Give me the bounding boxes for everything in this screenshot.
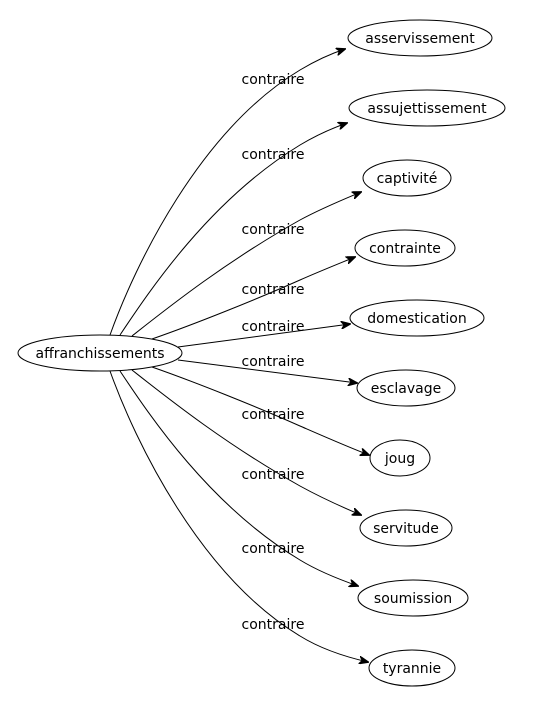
node-label: soumission — [374, 591, 452, 607]
edge-asservissement: contraire — [110, 49, 345, 335]
target-node-tyrannie: tyrannie — [369, 650, 455, 686]
node-label: contrainte — [369, 241, 441, 257]
target-node-captivite: captivité — [363, 160, 451, 196]
edge-esclavage: contraire — [178, 354, 357, 383]
node-label: joug — [384, 451, 415, 467]
target-node-joug: joug — [370, 440, 430, 476]
edge-tyrannie: contraire — [110, 371, 368, 662]
edge-captivite: contraire — [132, 192, 361, 336]
edge-label: contraire — [242, 319, 305, 335]
source-node-affranchissements: affranchissements — [18, 335, 182, 371]
target-node-esclavage: esclavage — [357, 370, 455, 406]
edge-label: contraire — [242, 541, 305, 557]
node-label: captivité — [377, 171, 438, 187]
target-node-soumission: soumission — [358, 580, 468, 616]
node-label: tyrannie — [383, 661, 441, 677]
edge-domestication: contraire — [178, 319, 350, 347]
target-node-domestication: domestication — [350, 300, 484, 336]
edge-label: contraire — [242, 222, 305, 238]
edge-assujettissement: contraire — [120, 123, 347, 335]
node-label: assujettissement — [367, 101, 487, 117]
target-node-servitude: servitude — [360, 510, 452, 546]
node-label: domestication — [367, 311, 466, 327]
node-label: esclavage — [371, 381, 441, 397]
edge-label: contraire — [242, 147, 305, 163]
edge-label: contraire — [242, 407, 305, 423]
edge-label: contraire — [242, 72, 305, 88]
semantic-graph: contraire contraire contraire contraire cont… — [0, 0, 537, 707]
node-label: servitude — [373, 521, 439, 537]
target-node-assujettissement: assujettissement — [349, 90, 505, 126]
edge-label: contraire — [242, 282, 305, 298]
target-node-contrainte: contrainte — [355, 230, 455, 266]
edge-servitude: contraire — [132, 370, 361, 515]
edge-label: contraire — [242, 467, 305, 483]
edge-soumission: contraire — [120, 371, 358, 586]
edge-label: contraire — [242, 617, 305, 633]
edge-label: contraire — [242, 354, 305, 370]
node-label: asservissement — [365, 31, 475, 47]
target-node-asservissement: asservissement — [348, 20, 492, 56]
node-label: affranchissements — [35, 346, 164, 362]
